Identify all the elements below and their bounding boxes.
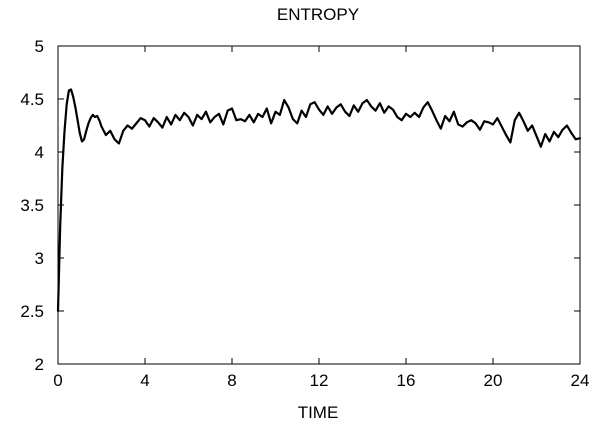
- y-tick-label: 2.5: [20, 302, 44, 321]
- y-tick-label: 2: [35, 355, 44, 374]
- x-tick-label: 12: [310, 371, 329, 390]
- x-tick-label: 16: [397, 371, 416, 390]
- x-tick-label: 24: [571, 371, 590, 390]
- plot-area: 0 4 8 12 16 20 24 2 2.5 3 3.5 4 4.5 5: [20, 37, 589, 390]
- x-axis-label: TIME: [298, 403, 339, 422]
- y-tick-label: 5: [35, 37, 44, 56]
- x-tick-label: 20: [484, 371, 503, 390]
- y-tick-label: 3.5: [20, 196, 44, 215]
- y-tick-label: 3: [35, 249, 44, 268]
- x-tick-label: 4: [140, 371, 149, 390]
- chart-title: ENTROPY: [277, 5, 359, 24]
- plot-frame: [57, 45, 581, 365]
- x-tick-label: 8: [227, 371, 236, 390]
- y-tick-label: 4.5: [20, 90, 44, 109]
- x-tick-label: 0: [53, 371, 62, 390]
- y-tick-label: 4: [35, 143, 44, 162]
- entropy-series-line: [56, 88, 582, 313]
